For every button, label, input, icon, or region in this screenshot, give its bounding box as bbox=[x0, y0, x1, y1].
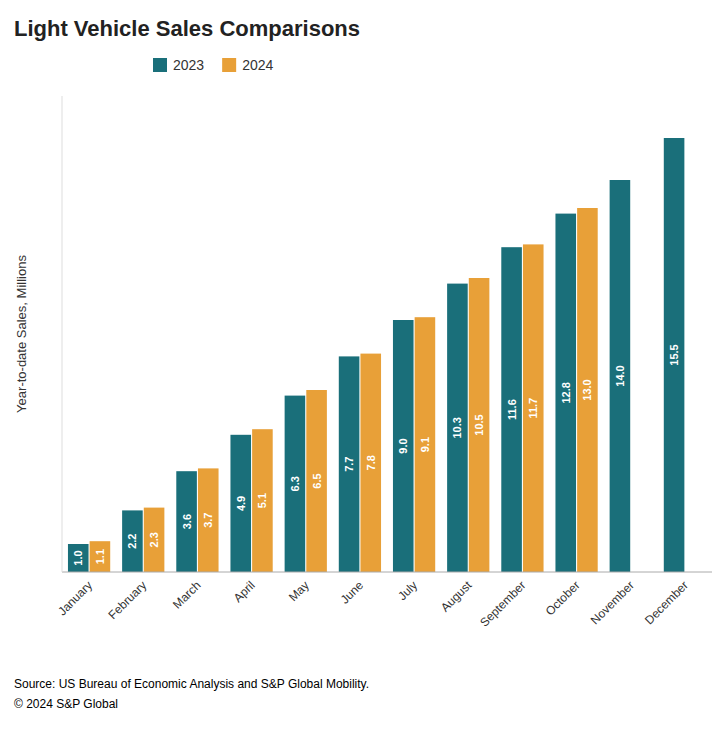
data-label: 13.0 bbox=[581, 379, 593, 400]
bar bbox=[90, 541, 111, 572]
x-tick-label: May bbox=[286, 578, 312, 604]
data-label: 6.5 bbox=[311, 473, 323, 488]
bar bbox=[415, 317, 436, 572]
data-label: 2.3 bbox=[148, 532, 160, 547]
bar bbox=[523, 244, 544, 572]
bar bbox=[306, 390, 327, 572]
bar bbox=[501, 247, 522, 572]
bar bbox=[664, 138, 685, 572]
data-label: 3.7 bbox=[202, 513, 214, 528]
bar bbox=[252, 429, 273, 572]
bar bbox=[393, 320, 414, 572]
bar bbox=[68, 544, 89, 572]
data-label: 12.8 bbox=[560, 382, 572, 403]
bar bbox=[469, 278, 490, 572]
bar bbox=[285, 396, 306, 572]
data-label: 6.3 bbox=[289, 476, 301, 491]
data-label: 10.5 bbox=[473, 414, 485, 435]
data-label: 9.1 bbox=[419, 437, 431, 452]
x-tick-label: April bbox=[231, 578, 258, 605]
x-tick-label: July bbox=[395, 578, 420, 603]
bar bbox=[198, 468, 219, 572]
chart: Light Vehicle Sales Comparisons Year-to-d… bbox=[0, 0, 727, 729]
bar bbox=[360, 354, 381, 572]
data-label: 1.1 bbox=[94, 549, 106, 564]
annotation: © 2024 S&P Global bbox=[14, 697, 118, 711]
legend-swatch bbox=[222, 58, 236, 72]
legend-swatch bbox=[153, 58, 167, 72]
x-tick-label: August bbox=[438, 578, 475, 615]
x-tick-label: December bbox=[642, 578, 691, 627]
x-axis-line bbox=[62, 572, 712, 573]
bar bbox=[447, 284, 468, 572]
legend-label: 2024 bbox=[242, 57, 273, 73]
data-label: 7.8 bbox=[365, 455, 377, 470]
bars bbox=[68, 138, 684, 572]
legend-label: 2023 bbox=[173, 57, 204, 73]
data-label: 15.5 bbox=[668, 344, 680, 365]
bar bbox=[610, 180, 631, 572]
data-label: 11.6 bbox=[506, 399, 518, 420]
data-label: 9.0 bbox=[397, 438, 409, 453]
title: Light Vehicle Sales Comparisons bbox=[14, 16, 360, 41]
bar bbox=[230, 435, 251, 572]
data-label: 7.7 bbox=[343, 457, 355, 472]
bar bbox=[577, 208, 598, 572]
bar bbox=[339, 356, 360, 572]
data-label: 3.6 bbox=[181, 514, 193, 529]
data-label: 10.3 bbox=[451, 417, 463, 438]
bar bbox=[144, 508, 165, 572]
y-axis-label: Year-to-date Sales, Millions bbox=[14, 255, 29, 413]
data-labels: 1.0 2.2 3.6 4.9 6.3 7.7 9.0 10.3 11.6 12.8 14.0 15.… bbox=[72, 344, 680, 565]
data-label: 4.9 bbox=[235, 496, 247, 511]
bar bbox=[555, 214, 576, 572]
data-label: 1.0 bbox=[72, 550, 84, 565]
x-tick-label: October bbox=[543, 578, 583, 618]
x-tick-label: June bbox=[338, 578, 367, 607]
bar bbox=[122, 510, 143, 572]
bar bbox=[176, 471, 197, 572]
x-tick-label: November bbox=[588, 578, 637, 627]
annotation: Source: US Bureau of Economic Analysis a… bbox=[14, 677, 369, 691]
y-axis-line bbox=[62, 96, 63, 572]
legend: 2023 2024 bbox=[153, 57, 274, 73]
x-tick-label: March bbox=[170, 578, 203, 611]
x-tick-label: September bbox=[477, 578, 528, 629]
data-label: 2.2 bbox=[126, 534, 138, 549]
x-tick-label: January bbox=[55, 578, 95, 618]
x-tick-label: February bbox=[106, 578, 150, 622]
data-label: 5.1 bbox=[256, 493, 268, 508]
data-label: 11.7 bbox=[527, 398, 539, 419]
data-label: 14.0 bbox=[614, 365, 626, 386]
